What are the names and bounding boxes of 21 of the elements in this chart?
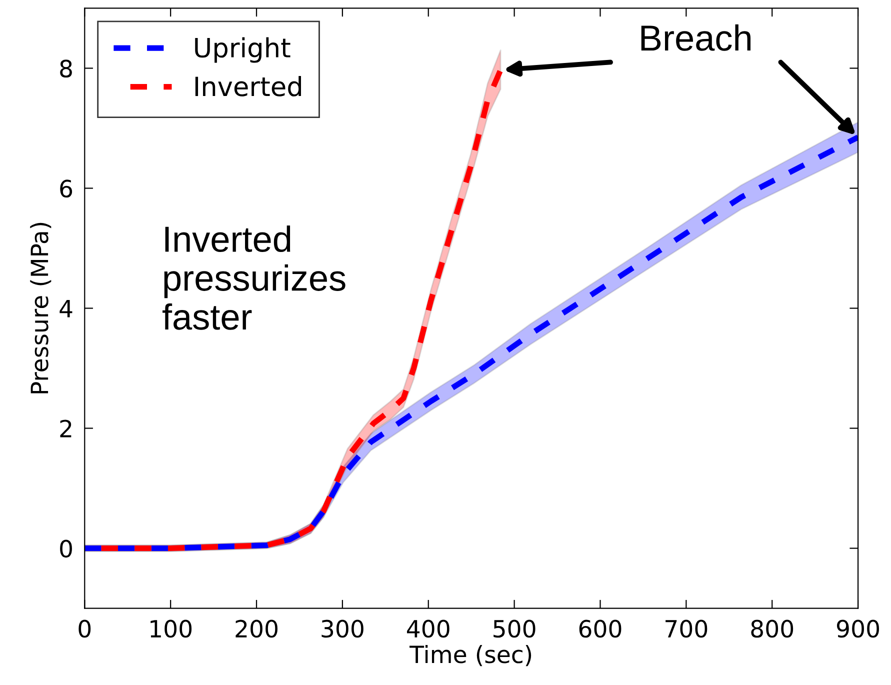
- x-tick-label: 100: [150, 620, 192, 638]
- legend-label: Inverted: [195, 76, 301, 96]
- y-tick-label: 8: [60, 60, 72, 78]
- x-tick-label: 700: [666, 620, 708, 638]
- y-tick-label: 0: [60, 540, 72, 558]
- x-tick-label: 600: [579, 620, 622, 638]
- y-tick-label: 4: [60, 300, 72, 318]
- x-tick-label: 200: [236, 620, 278, 638]
- annotation: Breach: [641, 24, 750, 51]
- y-tick-label: 2: [60, 420, 72, 438]
- x-tick-label: 800: [751, 620, 794, 638]
- annotation: Inverted pressurizes faster: [162, 226, 346, 330]
- y-tick-label: 6: [60, 180, 72, 198]
- x-tick-label: 400: [406, 620, 450, 638]
- y-axis-title: Pressure (MPa): [30, 222, 52, 394]
- x-tick-label: 0: [78, 620, 91, 638]
- x-tick-label: 300: [322, 620, 364, 638]
- x-tick-label: 900: [836, 620, 879, 638]
- x-tick-label: 500: [494, 620, 536, 638]
- x-axis-title: Time (sec): [410, 645, 532, 666]
- legend-label: Upright: [195, 37, 290, 63]
